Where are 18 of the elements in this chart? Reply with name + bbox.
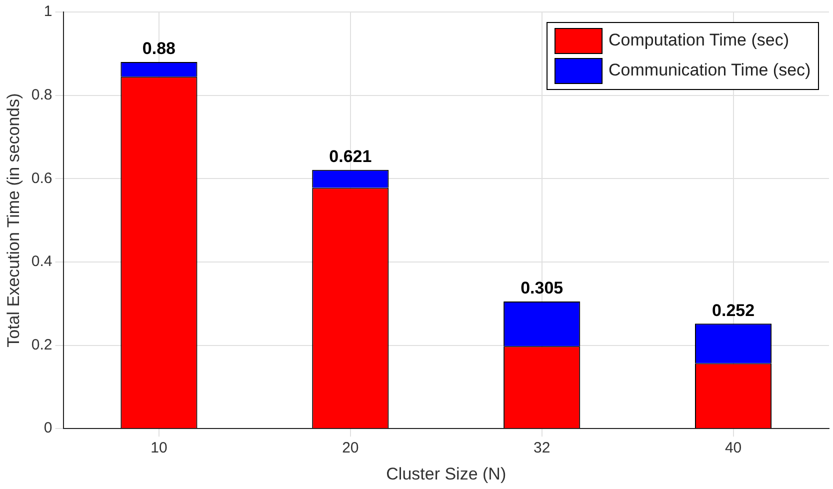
x-tick-label: 20 <box>342 440 359 457</box>
y-tick-label: 0.6 <box>31 170 52 187</box>
x-tick-label: 32 <box>534 440 550 457</box>
legend-label: Computation Time (sec) <box>608 30 789 50</box>
total-label: 0.305 <box>520 278 564 298</box>
x-tick-label: 40 <box>724 440 742 457</box>
legend-label: Communication Time (sec) <box>608 60 811 80</box>
total-label: 0.252 <box>712 300 755 320</box>
total-label: 0.621 <box>329 147 372 166</box>
y-tick-label: 0.4 <box>31 253 52 270</box>
y-axis-title: Total Execution Time (in seconds) <box>4 93 23 348</box>
y-tick-label: 0 <box>44 420 52 437</box>
total-label: 0.88 <box>142 39 176 58</box>
y-tick-label: 0.2 <box>31 336 52 354</box>
y-tick-label: 1 <box>44 3 52 20</box>
x-axis-title: Cluster Size (N) <box>386 464 506 484</box>
y-tick-label: 0.8 <box>31 86 52 104</box>
x-tick-label: 10 <box>150 440 168 457</box>
